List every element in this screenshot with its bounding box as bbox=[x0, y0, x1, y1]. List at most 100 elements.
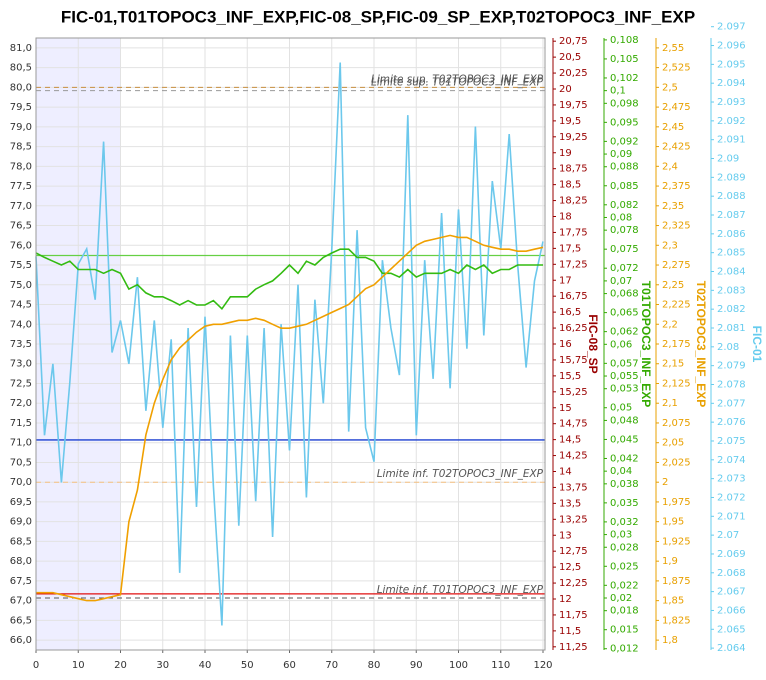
y-tick-label: 2.094 bbox=[717, 78, 746, 89]
limit-label: Limite inf. T01TOPOC3_INF_EXP bbox=[377, 584, 544, 596]
y-tick-label: 2.067 bbox=[717, 587, 746, 598]
y-tick-label: 1,95 bbox=[662, 517, 684, 528]
y-tick-label: 2,125 bbox=[662, 378, 691, 389]
y-tick-label: 0,035 bbox=[610, 498, 639, 509]
y-tick-label: 1,925 bbox=[662, 536, 691, 547]
y-tick-label: 76,0 bbox=[10, 240, 32, 251]
y-tick-label: 17 bbox=[559, 275, 572, 286]
y-tick-label: 12 bbox=[559, 594, 572, 605]
y-tick-label: 19 bbox=[559, 148, 572, 159]
y-tick-label: 74,0 bbox=[10, 319, 32, 330]
y-tick-label: 77,5 bbox=[10, 181, 32, 192]
limit-label: Limite inf. T02TOPOC3_INF_EXP bbox=[377, 468, 544, 480]
y-tick-label: 2.079 bbox=[717, 361, 746, 372]
y-tick-label: 2.096 bbox=[717, 41, 746, 52]
y-tick-label: 71,0 bbox=[10, 438, 32, 449]
y-tick-label: 2,1 bbox=[662, 398, 678, 409]
y-tick-label: 0,048 bbox=[610, 415, 639, 426]
y-tick-label: 0,062 bbox=[610, 327, 639, 338]
y-tick-label: 2.066 bbox=[717, 605, 746, 616]
y-tick-label: 2,225 bbox=[662, 300, 691, 311]
y-tick-label: 1,9 bbox=[662, 556, 678, 567]
x-tick-label: 50 bbox=[241, 660, 254, 671]
y-tick-label: 0,082 bbox=[610, 200, 639, 211]
y-tick-label: 0,085 bbox=[610, 181, 639, 192]
y-tick-label: 2.093 bbox=[717, 97, 746, 108]
y-tick-label: 2.075 bbox=[717, 436, 746, 447]
y-tick-label: 0,098 bbox=[610, 98, 639, 109]
y-tick-label: 2.073 bbox=[717, 474, 746, 485]
y-tick-label: 0,012 bbox=[610, 644, 639, 655]
y-tick-label: 17,75 bbox=[559, 227, 588, 238]
y-tick-label: 0,07 bbox=[610, 276, 632, 287]
y-tick-label: 75,5 bbox=[10, 260, 32, 271]
y-tick-label: 13 bbox=[559, 530, 572, 541]
y-tick-label: 2.072 bbox=[717, 492, 746, 503]
x-tick-label: 40 bbox=[199, 660, 212, 671]
y-tick-label: 14 bbox=[559, 467, 572, 478]
x-tick-label: 110 bbox=[491, 660, 510, 671]
y-tick-label: 68,5 bbox=[10, 536, 32, 547]
y-tick-label: 13,25 bbox=[559, 514, 588, 525]
y-tick-label: 80,0 bbox=[10, 82, 32, 93]
x-tick-label: 10 bbox=[72, 660, 85, 671]
y-tick-label: 72,0 bbox=[10, 398, 32, 409]
y-tick-label: 14,75 bbox=[559, 419, 588, 430]
y-tick-label: 79,0 bbox=[10, 122, 32, 133]
y-tick-label: 16 bbox=[559, 339, 572, 350]
y-tick-label: 0,022 bbox=[610, 580, 639, 591]
y-tick-label: 2,175 bbox=[662, 339, 691, 350]
y-tick-label: 2,05 bbox=[662, 438, 684, 449]
y-tick-label: 68,0 bbox=[10, 556, 32, 567]
y-tick-label: 2 bbox=[662, 477, 668, 488]
y-tick-label: 70,5 bbox=[10, 457, 32, 468]
y-tick-label: 69,0 bbox=[10, 517, 32, 528]
y-tick-label: 2.083 bbox=[717, 285, 746, 296]
y-tick-label: 2,525 bbox=[662, 63, 691, 74]
y-tick-label: 0,092 bbox=[610, 136, 639, 147]
x-tick-label: 20 bbox=[114, 660, 127, 671]
y-tick-label: 19,75 bbox=[559, 100, 588, 111]
y-tick-label: 2.078 bbox=[717, 379, 746, 390]
y-tick-label: 19,25 bbox=[559, 132, 588, 143]
series-line bbox=[35, 62, 544, 626]
y-tick-label: 19,5 bbox=[559, 116, 581, 127]
y-tick-label: 15,5 bbox=[559, 371, 581, 382]
y-tick-label: 0,108 bbox=[610, 35, 639, 46]
y-tick-label: 2.095 bbox=[717, 59, 746, 70]
y-tick-label: 18,25 bbox=[559, 196, 588, 207]
y-tick-label: 13,75 bbox=[559, 482, 588, 493]
y-tick-label: 14,5 bbox=[559, 435, 581, 446]
x-tick-label: 90 bbox=[410, 660, 423, 671]
y-tick-label: 15,75 bbox=[559, 355, 588, 366]
y-tick-label: 2.081 bbox=[717, 323, 746, 334]
y-tick-label: 0,038 bbox=[610, 479, 639, 490]
y-tick-label: 81,0 bbox=[10, 43, 32, 54]
y-tick-label: 0,055 bbox=[610, 371, 639, 382]
y-tick-label: 2.091 bbox=[717, 135, 746, 146]
y-tick-label: 16,5 bbox=[559, 307, 581, 318]
y-tick-label: 2.089 bbox=[717, 172, 746, 183]
x-tick-label: 60 bbox=[283, 660, 296, 671]
y-tick-label: 2.088 bbox=[717, 191, 746, 202]
y-tick-label: 2.085 bbox=[717, 248, 746, 259]
y-tick-label: 0,04 bbox=[610, 466, 632, 477]
y-tick-label: 0,08 bbox=[610, 212, 632, 223]
y-tick-label: 12,5 bbox=[559, 562, 581, 573]
y-tick-label: 0,1 bbox=[610, 86, 626, 97]
y-tick-label: 0,078 bbox=[610, 225, 639, 236]
y-tick-label: 0,03 bbox=[610, 530, 632, 541]
series-line bbox=[36, 234, 544, 602]
y-tick-label: 74,5 bbox=[10, 300, 32, 311]
axis-title: T01TOPOC3_INF_EXP bbox=[639, 281, 653, 408]
y-tick-label: 16,25 bbox=[559, 323, 588, 334]
y-tick-label: 2.086 bbox=[717, 229, 746, 240]
y-tick-label: 69,5 bbox=[10, 497, 32, 508]
y-tick-label: 1,875 bbox=[662, 576, 691, 587]
y-tick-label: 66,5 bbox=[10, 615, 32, 626]
y-tick-label: 2,2 bbox=[662, 319, 678, 330]
y-tick-label: 2.064 bbox=[717, 643, 746, 654]
x-tick-label: 30 bbox=[156, 660, 169, 671]
y-tick-label: 2,45 bbox=[662, 122, 684, 133]
